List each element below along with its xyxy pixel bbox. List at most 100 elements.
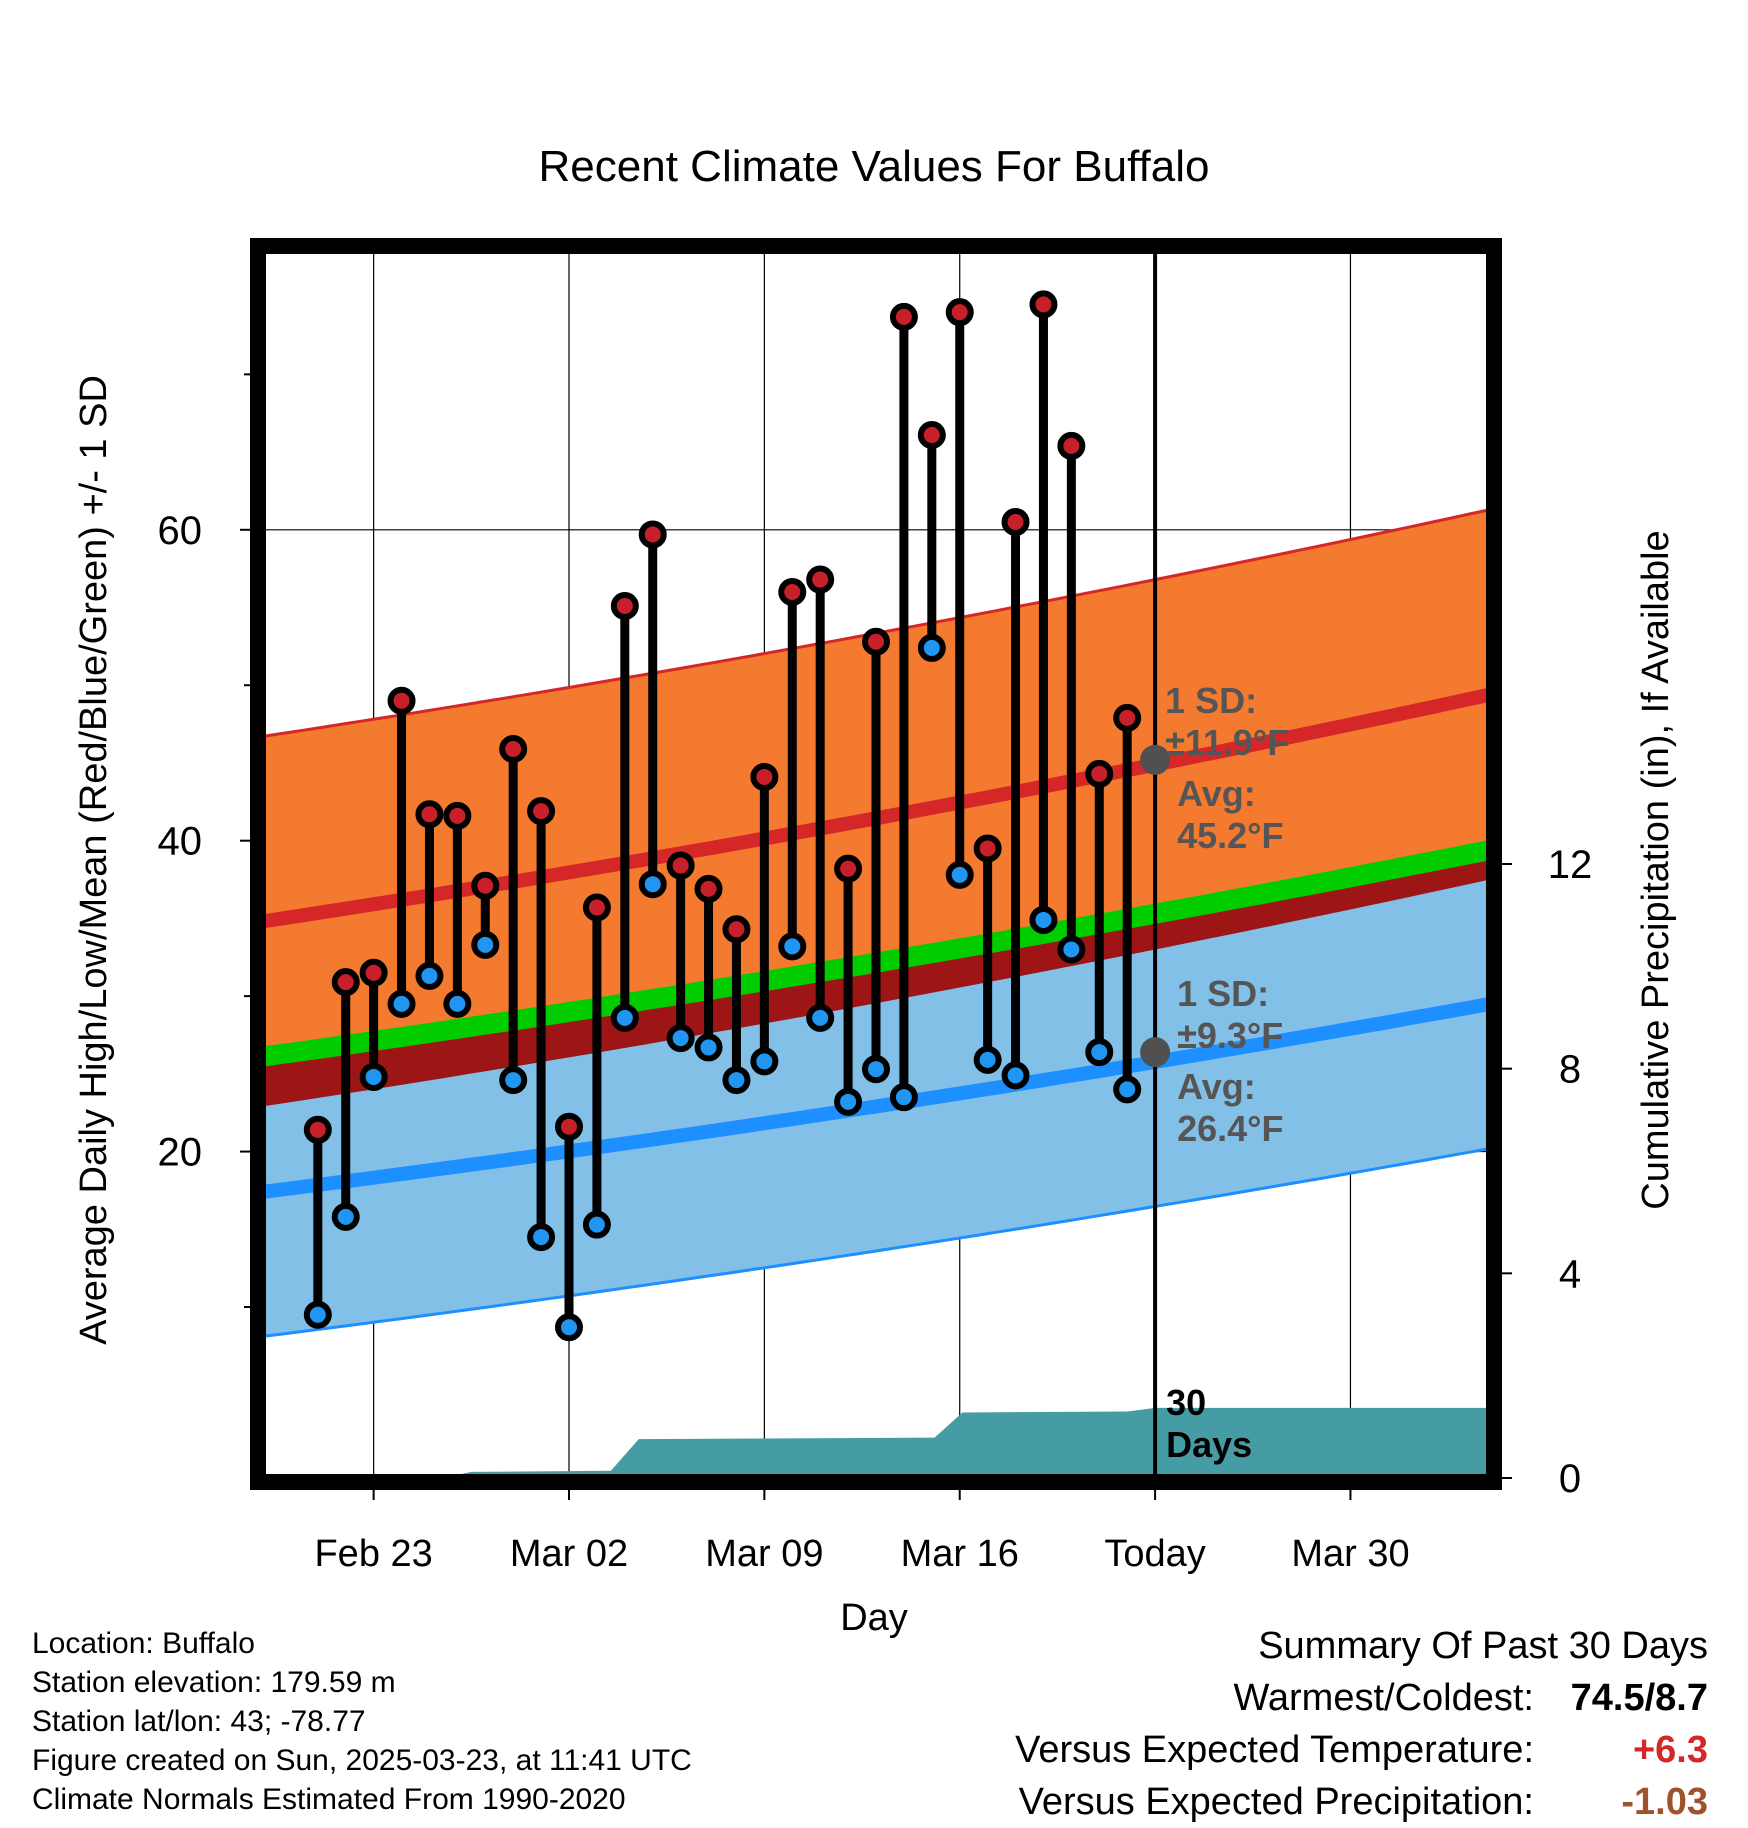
daily-high-point	[331, 968, 360, 997]
x-tick-label: Mar 09	[705, 1533, 823, 1575]
daily-high-point	[303, 1115, 332, 1144]
daily-low-point	[443, 989, 472, 1018]
y2-tick-label: 0	[1559, 1457, 1581, 1501]
warmest-label: Warmest/Coldest:	[1233, 1677, 1534, 1719]
daily-low-point	[1113, 1075, 1142, 1104]
daily-low-point	[917, 633, 946, 662]
x-tick-label: Feb 23	[314, 1533, 432, 1575]
daily-high-point	[1085, 759, 1114, 788]
daily-low-point	[582, 1210, 611, 1239]
precip-anomaly-value: -1.03	[1621, 1781, 1708, 1823]
daily-low-point	[1001, 1061, 1030, 1090]
x-axis-label: Day	[840, 1597, 908, 1639]
daily-high-point	[722, 915, 751, 944]
summary-title: Summary Of Past 30 Days	[1258, 1625, 1708, 1667]
daily-low-point	[415, 961, 444, 990]
daily-low-point	[778, 932, 807, 961]
daily-low-point	[862, 1055, 890, 1084]
daily-low-point	[387, 989, 416, 1018]
x-tick-label: Mar 16	[901, 1533, 1019, 1575]
daily-low-point	[359, 1062, 388, 1091]
high-sd-label: 1 SD:	[1165, 680, 1257, 721]
daily-high-point	[834, 854, 863, 883]
daily-high-point	[694, 874, 723, 903]
plot-frame	[250, 238, 1502, 1490]
y2-tick-label: 4	[1559, 1252, 1581, 1296]
daily-low-point	[806, 1003, 835, 1032]
daily-high-point	[638, 520, 667, 549]
normals-text: Climate Normals Estimated From 1990-2020	[32, 1783, 626, 1816]
daily-high-point	[527, 797, 556, 826]
x-tick-label: Mar 30	[1291, 1533, 1409, 1575]
y2-tick-label: 12	[1548, 843, 1593, 887]
daily-low-point	[471, 930, 500, 959]
days-label-unit: Days	[1166, 1424, 1252, 1465]
daily-low-point	[694, 1033, 723, 1062]
daily-high-point	[387, 686, 416, 715]
daily-low-point	[834, 1087, 863, 1116]
daily-high-point	[917, 420, 946, 449]
daily-high-point	[806, 565, 835, 594]
low-sd-value: ±9.3°F	[1177, 1015, 1283, 1056]
summary-warmest-row: Warmest/Coldest: 74.5/8.7	[1015, 1672, 1708, 1724]
elevation-text: Station elevation: 179.59 m	[32, 1666, 396, 1699]
daily-high-point	[1001, 508, 1030, 537]
daily-high-point	[1057, 431, 1086, 460]
low-avg-marker	[1140, 1037, 1171, 1068]
location-text: Location: Buffalo	[32, 1627, 255, 1660]
daily-low-point	[527, 1223, 556, 1252]
created-text: Figure created on Sun, 2025-03-23, at 11…	[32, 1744, 692, 1777]
daily-low-point	[750, 1047, 779, 1076]
low-mean-line	[261, 997, 1492, 1199]
high-avg-marker	[1140, 744, 1171, 775]
daily-high-point	[750, 762, 779, 791]
daily-high-point	[778, 577, 807, 606]
low-sd-label: 1 SD:	[1177, 973, 1269, 1014]
y2-tick-label: 8	[1559, 1048, 1581, 1092]
latlon-text: Station lat/lon: 43; -78.77	[32, 1705, 366, 1738]
daily-low-point	[499, 1066, 528, 1095]
warmest-value: 74.5/8.7	[1570, 1677, 1708, 1719]
temp-anomaly-label: Versus Expected Temperature:	[1015, 1729, 1534, 1771]
x-tick-label: Today	[1104, 1533, 1205, 1575]
daily-low-point	[331, 1202, 360, 1231]
daily-low-point	[722, 1066, 751, 1095]
high-avg-value: 45.2°F	[1177, 815, 1283, 856]
daily-high-point	[945, 298, 974, 327]
low-avg-label: Avg:	[1177, 1066, 1256, 1107]
daily-high-point	[1113, 703, 1142, 732]
daily-low-point	[1085, 1038, 1114, 1067]
daily-high-point	[889, 302, 918, 331]
high-avg-label: Avg:	[1177, 773, 1256, 814]
days-label-count: 30	[1166, 1382, 1206, 1423]
low-avg-value: 26.4°F	[1177, 1108, 1283, 1149]
daily-high-point	[471, 871, 500, 900]
y2-axis-label: Cumulative Precipitation (in), If Availa…	[1635, 530, 1677, 1209]
chart-title: Recent Climate Values For Buffalo	[539, 142, 1210, 191]
daily-low-point	[945, 860, 974, 889]
daily-low-point	[1057, 935, 1086, 964]
summary-precip-row: Versus Expected Precipitation: -1.03	[1015, 1776, 1708, 1828]
daily-high-point	[973, 834, 1002, 863]
daily-high-point	[666, 851, 695, 880]
x-tick-label: Mar 02	[510, 1533, 628, 1575]
daily-high-point	[610, 591, 639, 620]
station-info: Location: Buffalo Station elevation: 179…	[32, 1624, 692, 1819]
daily-high-point	[359, 958, 388, 987]
daily-low-point	[973, 1045, 1002, 1074]
precip-anomaly-label: Versus Expected Precipitation:	[1018, 1781, 1534, 1823]
high-sd-value: ±11.9°F	[1165, 722, 1289, 763]
summary-temp-row: Versus Expected Temperature: +6.3	[1015, 1724, 1708, 1776]
daily-high-point	[415, 800, 444, 829]
precip-area	[262, 1407, 1490, 1478]
daily-low-point	[555, 1313, 583, 1342]
y-axis-label: Average Daily High/Low/Mean (Red/Blue/Gr…	[73, 375, 115, 1345]
y-tick-label: 20	[158, 1131, 203, 1175]
y-tick-label: 60	[158, 509, 203, 553]
daily-high-point	[555, 1112, 583, 1141]
daily-low-point	[889, 1083, 918, 1112]
daily-high-point	[1029, 290, 1058, 319]
daily-high-point	[862, 627, 890, 656]
daily-high-point	[499, 734, 528, 763]
low-lower-line	[261, 1147, 1491, 1338]
